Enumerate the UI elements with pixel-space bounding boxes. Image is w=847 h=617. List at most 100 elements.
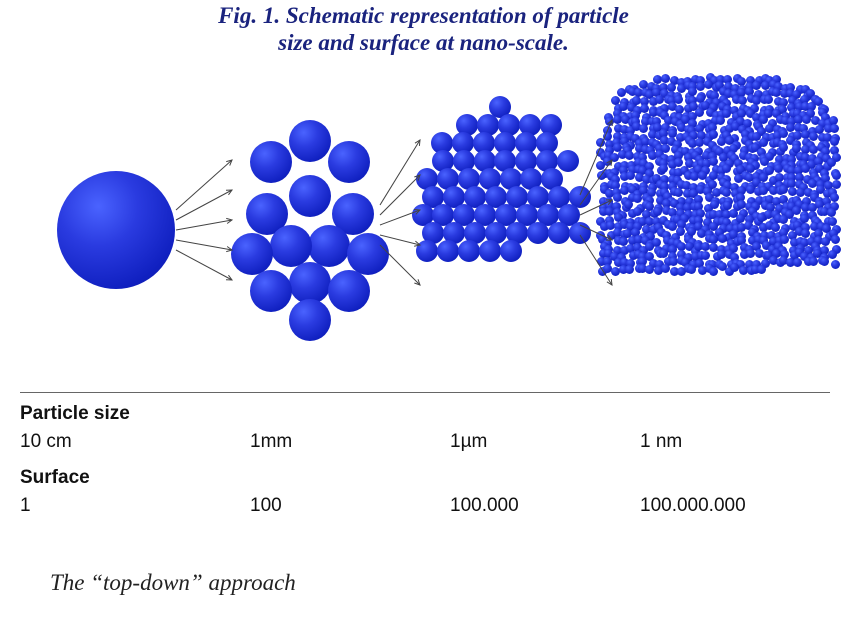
size-1um: 1µm: [450, 431, 640, 463]
breakdown-arrow: [570, 110, 571, 111]
surf-100000000: 100.000.000: [640, 495, 830, 527]
table-divider: [20, 392, 830, 393]
particle-sphere: [730, 263, 739, 272]
size-1nm: 1 nm: [640, 431, 830, 463]
particle-sphere: [828, 250, 837, 259]
approach-label: The “top-down” approach: [50, 570, 296, 596]
particle-sphere: [759, 173, 768, 182]
particle-sphere: [458, 240, 480, 262]
particle-sphere: [659, 164, 668, 173]
particle-sphere: [308, 225, 350, 267]
particle-sphere: [716, 116, 725, 125]
particle-sphere: [831, 260, 840, 269]
particle-sphere: [820, 257, 829, 266]
particle-sphere: [328, 270, 370, 312]
particle-sphere: [718, 234, 727, 243]
surf-100000: 100.000: [450, 495, 640, 527]
row-particle-size-values: 10 cm 1mm 1µm 1 nm: [20, 431, 830, 463]
particle-size-label: Particle size: [20, 399, 250, 431]
breakdown-arrow: [166, 230, 167, 231]
particle-sphere: [57, 171, 175, 289]
particle-sphere: [527, 222, 549, 244]
particle-sphere: [645, 242, 654, 251]
breakdown-arrow: [370, 225, 371, 226]
particle-sphere: [800, 214, 809, 223]
breakdown-arrow: [570, 150, 571, 151]
particle-sphere: [289, 299, 331, 341]
row-surface-values: 1 100 100.000 100.000.000: [20, 495, 830, 527]
particle-sphere: [779, 143, 788, 152]
particle-sphere: [653, 207, 662, 216]
particle-sphere: [640, 104, 649, 113]
particle-sphere: [479, 240, 501, 262]
row-surface-header: Surface: [20, 463, 830, 495]
particle-sphere: [645, 265, 654, 274]
particle-illustration: [0, 85, 847, 375]
particle-sphere: [710, 200, 719, 209]
particle-sphere: [437, 240, 459, 262]
particle-sphere: [779, 215, 788, 224]
breakdown-arrow: [166, 150, 167, 151]
particle-sphere: [821, 237, 830, 246]
breakdown-arrow: [166, 180, 167, 181]
breakdown-arrow: [370, 200, 371, 201]
particle-sphere: [757, 265, 766, 274]
particle-sphere: [674, 188, 683, 197]
particle-sphere: [831, 235, 840, 244]
particle-sphere: [723, 201, 732, 210]
particle-sphere: [827, 208, 836, 217]
caption-line-1: Fig. 1. Schematic representation of part…: [218, 3, 629, 28]
particle-sphere: [289, 120, 331, 162]
particle-sphere: [289, 262, 331, 304]
breakdown-arrow: [570, 215, 571, 216]
particle-table: Particle size 10 cm 1mm 1µm 1 nm Surface…: [20, 392, 830, 527]
breakdown-arrow: [570, 225, 571, 226]
particle-sphere: [830, 124, 839, 133]
particle-sphere: [639, 124, 648, 133]
particle-sphere: [830, 137, 839, 146]
particle-sphere: [832, 171, 841, 180]
breakdown-arrow: [166, 210, 167, 211]
particle-sphere: [289, 175, 331, 217]
particle-sphere: [827, 158, 836, 167]
particle-sphere: [722, 188, 731, 197]
particle-sphere: [746, 249, 755, 258]
particle-sphere: [701, 251, 710, 260]
particle-sphere: [687, 265, 696, 274]
particle-sphere: [661, 264, 670, 273]
particle-sphere: [548, 222, 570, 244]
particle-sphere: [633, 207, 642, 216]
particle-sphere: [757, 213, 766, 222]
figure-caption: Fig. 1. Schematic representation of part…: [0, 2, 847, 56]
size-1mm: 1mm: [250, 431, 450, 463]
particle-sphere: [759, 186, 768, 195]
particle-sphere: [736, 214, 745, 223]
breakdown-arrow: [370, 130, 371, 131]
particle-sphere: [829, 116, 838, 125]
particle-sphere: [633, 194, 642, 203]
particle-sphere: [688, 87, 697, 96]
particle-sphere: [793, 258, 802, 267]
particle-sphere: [722, 164, 731, 173]
particle-sphere: [617, 88, 626, 97]
particle-sphere: [250, 141, 292, 183]
surface-label: Surface: [20, 463, 250, 495]
particle-sphere: [626, 171, 635, 180]
particle-sphere: [830, 193, 839, 202]
particle-sphere: [250, 270, 292, 312]
particle-sphere: [270, 225, 312, 267]
surf-100: 100: [250, 495, 450, 527]
row-particle-size-header: Particle size: [20, 399, 830, 431]
particle-sphere: [661, 74, 670, 83]
particle-sphere: [759, 138, 768, 147]
breakdown-arrow: [370, 165, 371, 166]
particle-sphere: [328, 141, 370, 183]
size-10cm: 10 cm: [20, 431, 250, 463]
particle-sphere: [625, 265, 634, 274]
breakdown-arrow: [166, 240, 167, 241]
caption-line-2: size and surface at nano-scale.: [278, 30, 569, 55]
surf-1: 1: [20, 495, 250, 527]
particle-sphere: [779, 185, 788, 194]
particle-sphere: [774, 164, 783, 173]
particle-sphere: [809, 257, 818, 266]
